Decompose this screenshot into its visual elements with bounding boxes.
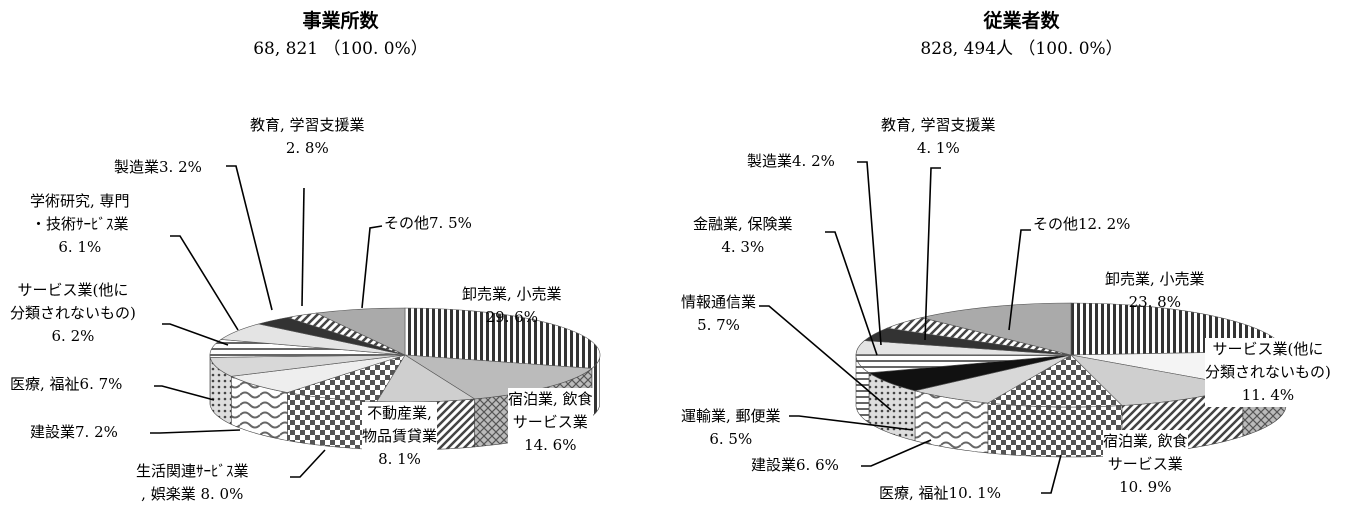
leader-line-living	[290, 450, 325, 477]
leader-line-manufacturing	[857, 162, 881, 345]
leader-line-other	[362, 226, 382, 308]
pie-slice-side	[988, 403, 1122, 457]
leader-line-academic	[170, 236, 238, 330]
label-wholesale: 卸売業, 小売業 29. 6%	[462, 283, 562, 329]
label-service: サービス業(他に 分類されないもの) 11. 4%	[1205, 338, 1331, 407]
label-education: 教育, 学習支援業 2. 8%	[250, 114, 365, 160]
leader-line-construction	[861, 440, 931, 466]
label-medical: 医療, 福祉6. 7%	[10, 373, 122, 396]
label-transport: 運輸業, 郵便業 6. 5%	[681, 405, 781, 451]
label-realestate: 不動産業, 物品賃貸業 8. 1%	[362, 402, 437, 471]
label-manufacturing: 製造業4. 2%	[747, 150, 835, 173]
label-medical: 医療, 福祉10. 1%	[879, 482, 1001, 505]
leader-line-construction	[150, 430, 240, 433]
leader-line-manufacturing	[226, 166, 272, 310]
leader-line-medical	[1041, 455, 1061, 493]
leader-line-finance	[825, 232, 877, 355]
leader-line-education	[302, 188, 304, 306]
leader-line-medical	[154, 386, 214, 400]
establishments-chart: 事業所数 68, 821 （100. 0%） 卸売業, 小売業 29. 6%宿泊…	[0, 0, 681, 508]
leader-line-service	[162, 324, 228, 345]
label-academic: 学術研究, 専門 ・技術ｻｰﾋﾞｽ業 6. 1%	[30, 190, 130, 259]
employees-chart: 従業者数 828, 494人 （100. 0%） 卸売業, 小売業 23. 8%…	[681, 0, 1362, 508]
label-other: その他7. 5%	[384, 212, 472, 235]
label-living: 生活関連ｻｰﾋﾞｽ業, 娯楽業 8. 0%	[136, 460, 249, 506]
label-service: サービス業(他に 分類されないもの) 6. 2%	[10, 279, 136, 348]
label-construction: 建設業6. 6%	[751, 454, 839, 477]
label-other: その他12. 2%	[1033, 213, 1130, 236]
label-finance: 金融業, 保険業 4. 3%	[693, 213, 793, 259]
label-wholesale: 卸売業, 小売業 23. 8%	[1105, 268, 1205, 314]
label-construction: 建設業7. 2%	[30, 421, 118, 444]
label-lodging: 宿泊業, 飲食 サービス業 10. 9%	[1103, 430, 1188, 499]
label-education: 教育, 学習支援業 4. 1%	[881, 114, 996, 160]
label-info: 情報通信業 5. 7%	[681, 291, 756, 337]
label-manufacturing: 製造業3. 2%	[114, 156, 202, 179]
label-lodging: 宿泊業, 飲食 サービス業 14. 6%	[508, 388, 593, 457]
